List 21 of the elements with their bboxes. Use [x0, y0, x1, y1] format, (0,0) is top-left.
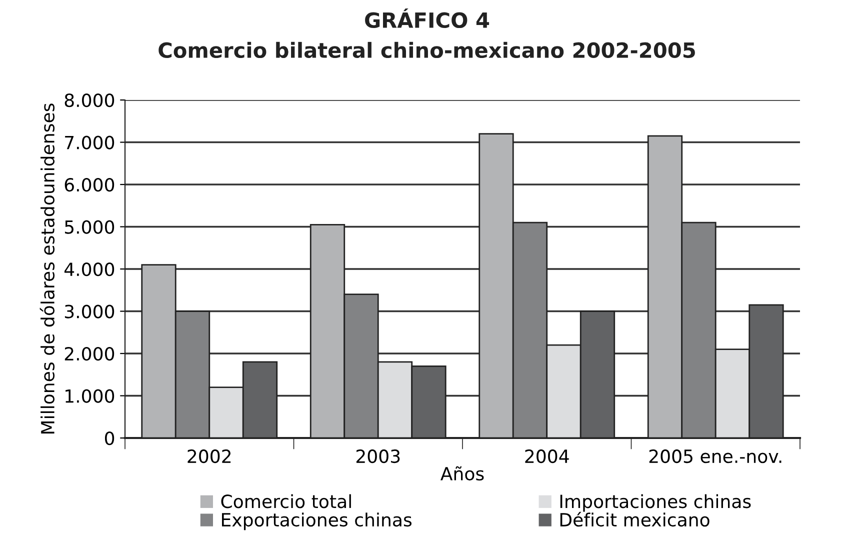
y-tick-label: 1.000 — [66, 389, 114, 403]
legend-label: Importaciones chinas — [560, 494, 751, 512]
y-tick-label: 5.000 — [64, 220, 114, 234]
y-tick-label: 7.000 — [65, 136, 114, 150]
legend-label: Exportaciones chinas — [222, 512, 412, 530]
y-tick-label: 0 — [104, 431, 114, 446]
y-tick-label: 6.000 — [64, 178, 114, 192]
x-axis-title: Años — [440, 466, 484, 481]
x-tick-label: 2004 — [525, 449, 569, 464]
x-tick-label: 2002 — [188, 449, 231, 464]
x-tick-label: 2005 ene.-nov. — [649, 449, 782, 464]
y-tick-label: 3.000 — [64, 304, 114, 318]
chart-subtitle: Comercio bilateral chino-mexicano 2002-2005 — [158, 42, 695, 58]
legend-label: Comercio total — [221, 494, 351, 508]
y-axis-title: Millones de dólares estadounidenses — [40, 104, 55, 434]
x-tick-label: 2003 — [356, 449, 400, 464]
y-tick-label: 4.000 — [64, 262, 114, 276]
y-tick-label: 8.000 — [64, 93, 114, 108]
chart-title: GRÁFICO 4 — [365, 8, 490, 28]
legend-label: Déficit mexicano — [560, 512, 710, 527]
y-tick-label: 2.000 — [64, 346, 114, 361]
